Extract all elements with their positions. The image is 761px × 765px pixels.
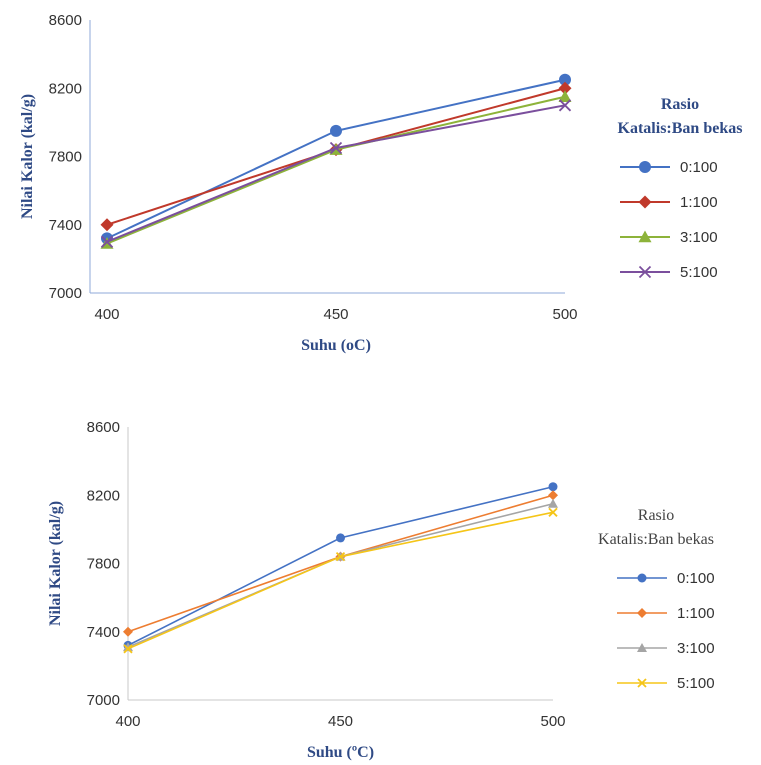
data-point [559,73,571,86]
y-tick-label: 7000 [87,692,120,709]
legend-swatch-marker [639,161,651,173]
legend-item: 0:100 [620,159,718,176]
legend-label: 0:100 [677,570,715,587]
legend-item: 5:100 [617,675,715,692]
x-tick-label: 450 [323,306,348,323]
x-tick-label: 400 [115,713,140,730]
data-point [548,507,558,517]
legend-swatch-marker [637,643,647,652]
series-5-100 [100,99,572,248]
data-point [558,99,572,112]
data-point [548,482,558,492]
legend-label: 1:100 [677,605,715,622]
y-tick-label: 7400 [87,624,120,641]
x-axis-title: Suhu (ºC) [307,744,374,761]
data-point [123,642,133,652]
y-tick-label: 7400 [49,217,82,234]
x-tick-label: 450 [328,713,353,730]
y-axis-title: Nilai Kalor (kal/g) [47,501,64,626]
legend-swatch-marker [638,265,652,279]
series-0-100 [123,482,558,650]
data-point [548,498,558,508]
data-point [335,552,346,562]
y-tick-label: 8200 [87,487,120,504]
series-3-100 [123,498,558,652]
legend-title-line1: Rasio [638,507,674,524]
legend-label: 1:100 [680,194,718,211]
series-line [106,87,566,226]
data-point [336,533,345,543]
legend-label: 5:100 [680,264,718,281]
y-axis-title: Nilai Kalor (kal/g) [19,94,36,219]
y-tick-label: 7800 [87,556,120,573]
legend-title-line1: Rasio [661,96,699,113]
series-line [127,511,554,650]
legend-label: 3:100 [677,640,715,657]
y-tick-label: 7800 [49,149,82,166]
legend-swatch-marker [638,195,652,209]
y-tick-label: 8600 [87,419,120,436]
legend-item: 5:100 [620,264,718,281]
y-tick-label: 8600 [49,12,82,29]
legend-label: 0:100 [680,159,718,176]
legend-item: 0:100 [617,570,715,587]
series-3-100 [100,90,572,249]
data-point [330,124,342,137]
chart-bottom: 7000 7400 7800 8200 8600 400 450 500 Suhu (ºC) Ni… [47,419,715,761]
x-tick-label: 500 [540,713,565,730]
x-tick-label: 500 [552,306,577,323]
y-tick-label: 7000 [49,285,82,302]
legend-swatch-marker [637,678,647,688]
series-5-100 [123,507,558,654]
data-point [558,90,572,102]
data-point [100,218,114,232]
data-point [123,626,133,637]
data-point [548,490,558,501]
legend-title-line2: Katalis:Ban bekas [598,531,714,548]
legend-swatch-marker [637,573,647,583]
legend-label: 5:100 [677,675,715,692]
y-tick-label: 8200 [49,80,82,97]
x-tick-label: 400 [94,306,119,323]
legend-item: 3:100 [620,229,718,246]
data-point [123,644,133,654]
data-point [329,141,343,155]
series-line [127,494,554,633]
data-point [558,81,572,95]
legend-title-line2: Katalis:Ban bekas [618,120,743,137]
series-0-100 [101,73,571,245]
legend-swatch-marker [638,230,652,243]
legend-item: 3:100 [617,640,715,657]
chart-top: 7000 7400 7800 8200 8600 400 450 500 Suhu (oC) Ni… [19,12,743,354]
x-axis-title: Suhu (oC) [301,337,371,354]
legend-label: 3:100 [680,229,718,246]
legend-item: 1:100 [620,194,718,211]
data-point [100,235,114,248]
legend-swatch-marker [637,608,647,618]
legend-item: 1:100 [617,605,715,622]
